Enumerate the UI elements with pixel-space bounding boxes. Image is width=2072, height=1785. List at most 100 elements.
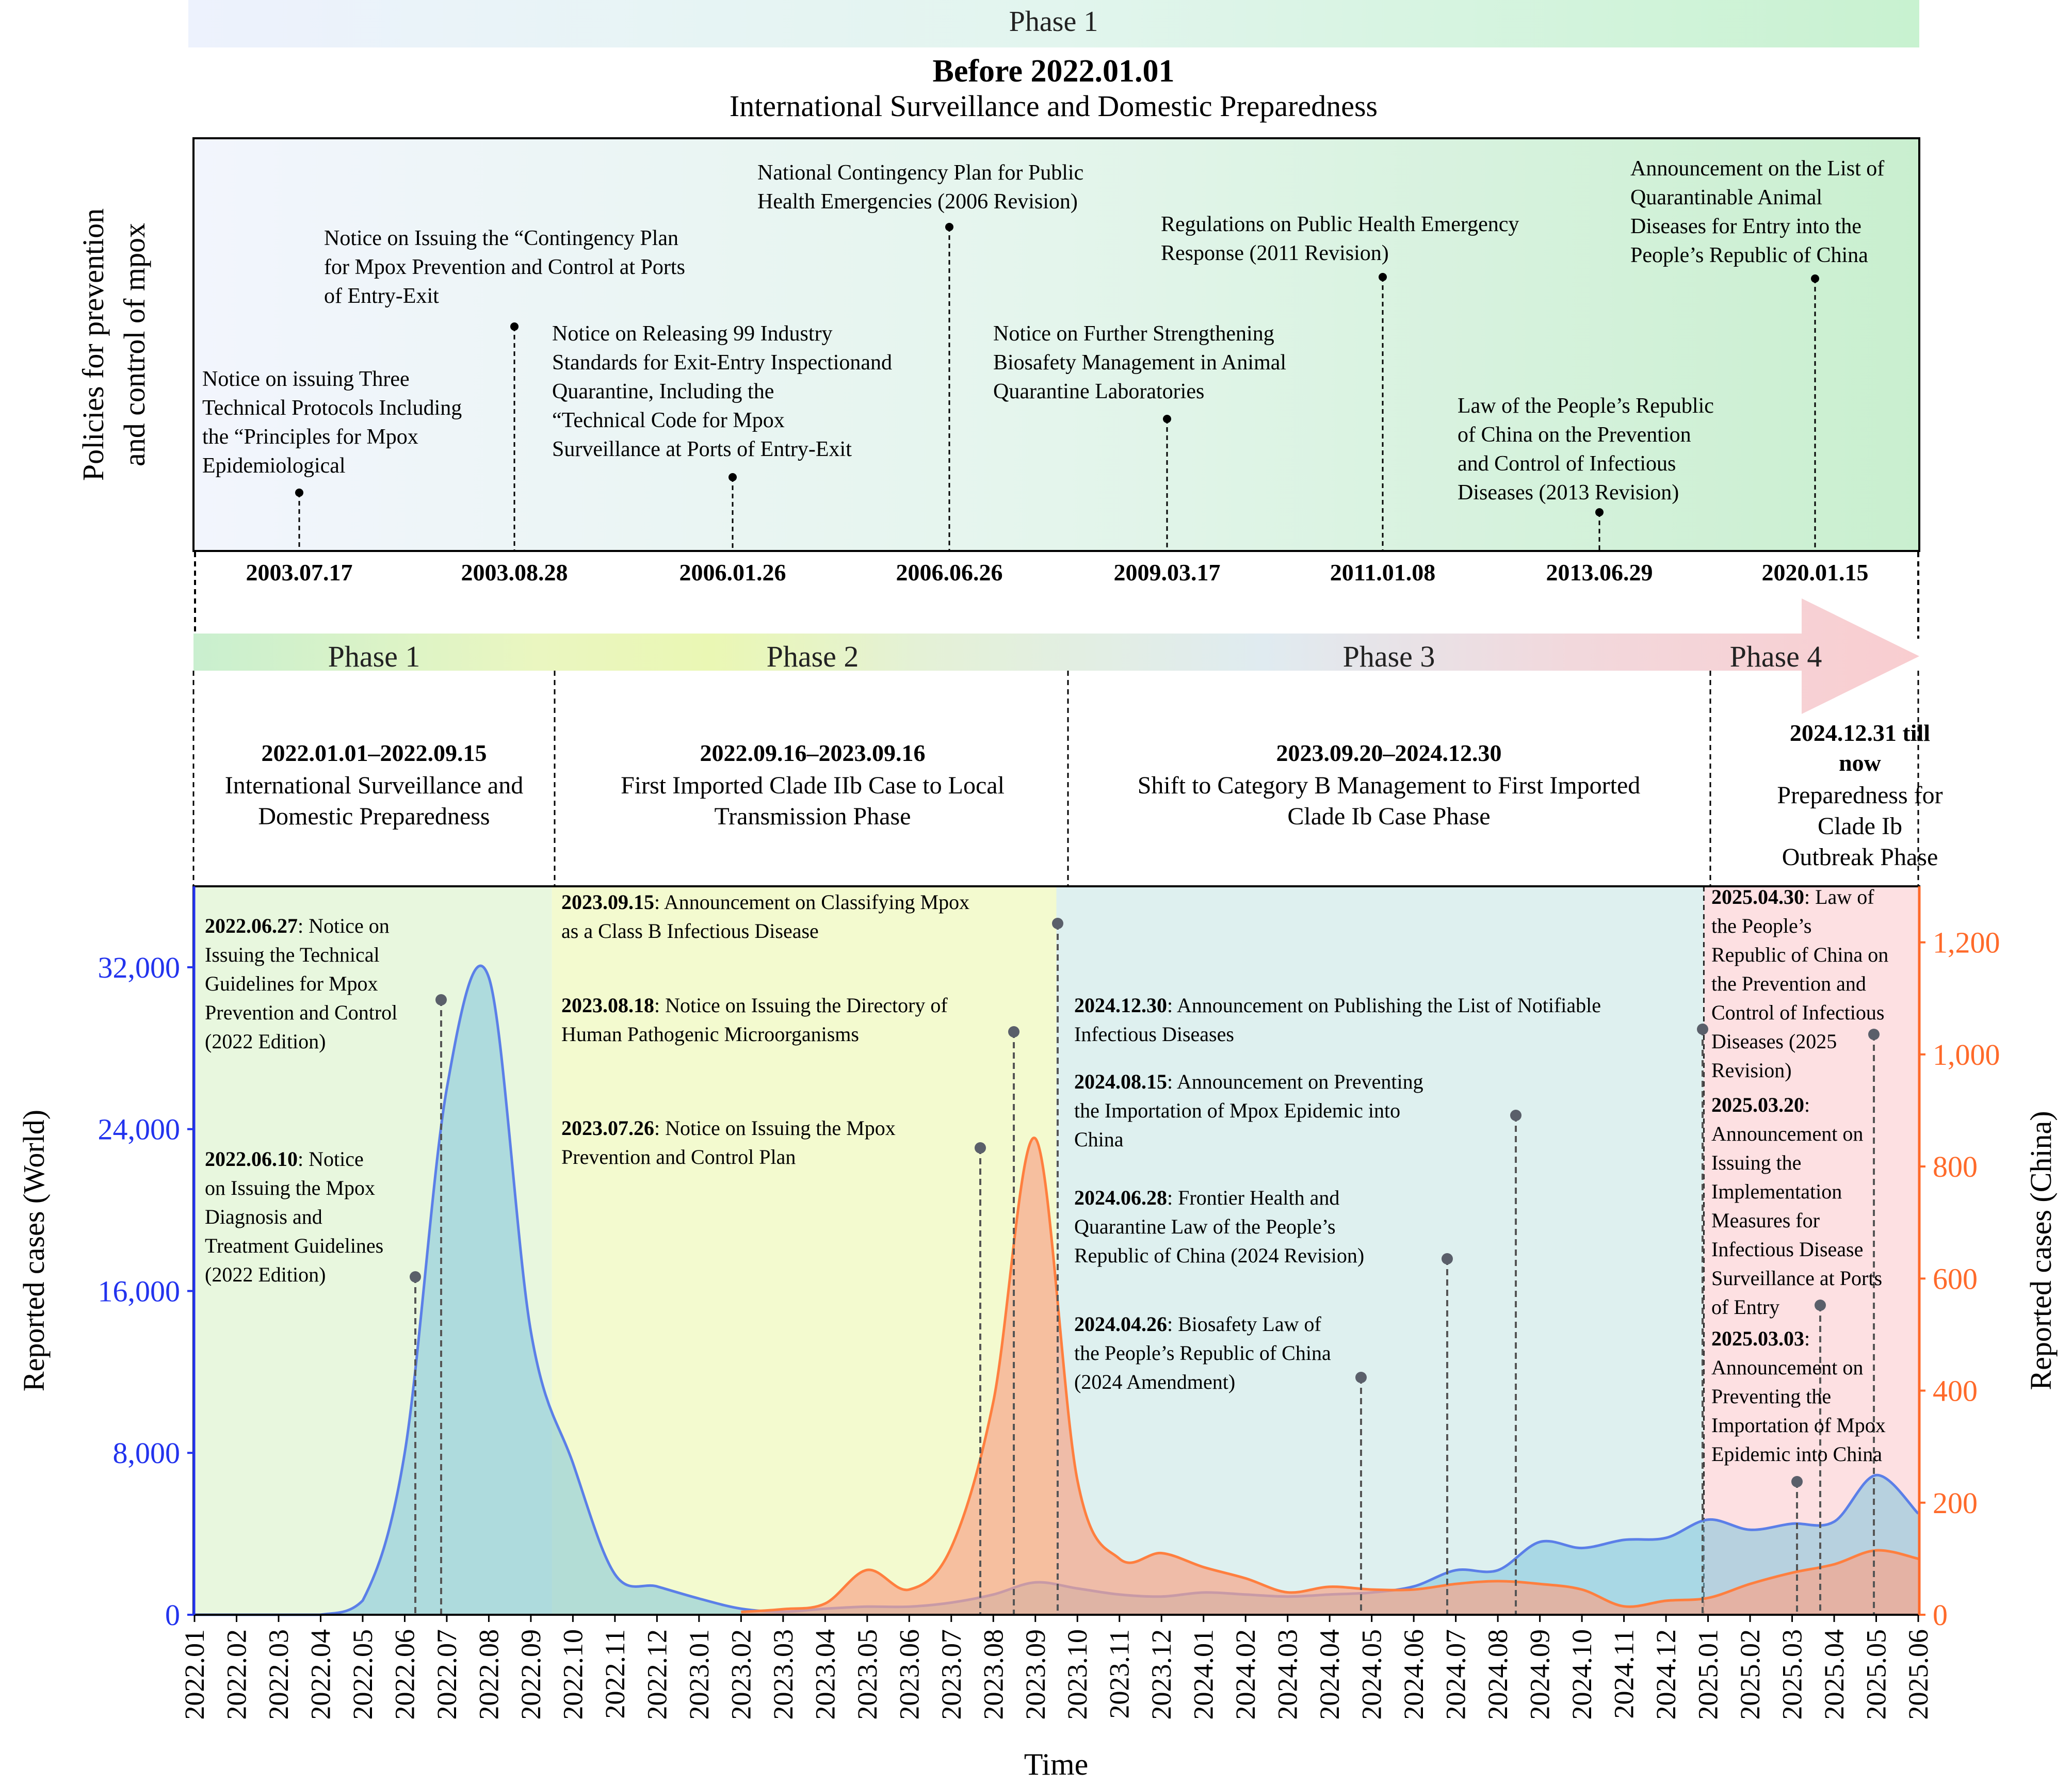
annotation-line: : — [1804, 1327, 1810, 1350]
right-tick-label: 1,200 — [1933, 926, 2000, 960]
annotation-line: : — [1804, 1093, 1810, 1116]
chart-annotations: 2022.06.27: Notice on Issuing the Technic… — [205, 885, 1888, 1615]
policy-text-line: Law of the People’s Republic — [1458, 394, 1714, 418]
x-tick-label: 2024.03 — [1272, 1629, 1303, 1720]
policy-text-line: Notice on Releasing 99 Industry — [552, 322, 833, 346]
right-tick-label: 200 — [1933, 1486, 1978, 1520]
left-tick-label: 0 — [165, 1598, 180, 1632]
annotation-line: Infectious Disease — [1711, 1238, 1863, 1261]
right-tick-label: 400 — [1933, 1374, 1978, 1408]
data-point — [1539, 1583, 1541, 1585]
annotation-text: 2022.06.10: Notice on Issuing the Mpox Dia… — [205, 1147, 383, 1286]
annotation-line: Treatment Guidelines — [205, 1234, 383, 1257]
annotation-date: 2025.03.20 — [1711, 1093, 1804, 1116]
data-point — [1875, 1474, 1877, 1476]
policy-date: 2011.01.08 — [1330, 559, 1435, 586]
chart-series-layer — [195, 964, 1919, 1616]
x-tick-label: 2022.12 — [641, 1629, 672, 1720]
policy-dot — [295, 489, 303, 497]
annotation-line: Diseases (2025 — [1711, 1030, 1837, 1053]
annotation-line: : Notice on Issuing the Mpox — [654, 1116, 896, 1140]
x-tick-label: 2024.04 — [1314, 1629, 1345, 1720]
chart-annotation: 2024.06.28: Frontier Health and Quarantin… — [1074, 1186, 1453, 1615]
annotation-line: Preventing the — [1711, 1385, 1831, 1408]
policy-text-line: for Mpox Prevention and Control at Ports — [324, 255, 685, 279]
bg-phase-3 — [1056, 886, 1704, 1615]
data-point — [1119, 1557, 1121, 1560]
x-tick-label: 2025.02 — [1735, 1629, 1766, 1720]
annotation-line: the Prevention and — [1711, 972, 1866, 995]
policy-ylabel-line1: Policies for prevention — [76, 208, 110, 481]
annotation-line: : Announcement on Preventing — [1167, 1070, 1423, 1093]
phase-label: Phase 1 — [328, 640, 420, 673]
policy-text-line: Notice on Issuing the “Contingency Plan — [324, 226, 678, 250]
phase-label: Phase 4 — [1730, 640, 1822, 673]
annotation-dot — [1510, 1110, 1521, 1121]
top-subtitle: International Surveillance and Domestic … — [730, 89, 1378, 123]
top-phase-label: Phase 1 — [1009, 6, 1098, 38]
x-tick-label: 2022.06 — [389, 1629, 420, 1720]
annotation-line: Control of Infectious — [1711, 1001, 1885, 1024]
policy-text-line: of Entry-Exit — [324, 284, 439, 308]
x-tick-label: 2023.07 — [936, 1629, 967, 1720]
annotation-text: 2024.08.15: Announcement on Preventing th… — [1074, 1070, 1423, 1151]
x-tick-label: 2023.08 — [978, 1629, 1009, 1720]
x-axis-title: Time — [1024, 1747, 1089, 1781]
policy-text-line: Notice on Further Strengthening — [993, 322, 1274, 346]
annotation-dot — [1052, 918, 1063, 929]
annotation-line: Importation of Mpox — [1711, 1414, 1886, 1437]
x-tick-label: 2023.04 — [810, 1629, 840, 1720]
data-point — [530, 1330, 532, 1333]
policy-date: 2013.06.29 — [1546, 559, 1653, 586]
data-point — [362, 1600, 364, 1602]
right-ylabel: Reported cases (China) — [2024, 1111, 2058, 1390]
x-tick-label: 2023.10 — [1062, 1629, 1093, 1720]
x-tick-label: 2024.12 — [1650, 1629, 1681, 1720]
annotation-line: Issuing the Technical — [205, 943, 380, 966]
data-point — [782, 1608, 784, 1610]
annotation-line: Guidelines for Mpox — [205, 972, 378, 995]
policy-text-line: Quarantine Laboratories — [993, 380, 1204, 403]
annotation-date: 2024.06.28 — [1074, 1186, 1167, 1209]
data-point — [1623, 1605, 1625, 1608]
x-tick-label: 2023.09 — [1020, 1629, 1051, 1720]
phase-desc: Clade Ib Case Phase — [1287, 803, 1490, 830]
policy-text-line: Epidemiological — [202, 454, 346, 478]
top-title: Before 2022.01.01 — [933, 54, 1175, 89]
left-ylabel-text: Reported cases (World) — [17, 1110, 51, 1391]
data-point — [1833, 1521, 1835, 1523]
annotation-line: as a Class B Infectious Disease — [561, 919, 819, 943]
series-area — [195, 966, 1918, 1615]
policy-date: 2003.08.28 — [461, 559, 568, 586]
annotation-date: 2024.04.26 — [1074, 1312, 1167, 1336]
annotation-line: Quarantine Law of the People’s — [1074, 1215, 1336, 1238]
phase-dates: 2024.12.31 till — [1790, 720, 1930, 746]
data-point — [656, 1585, 658, 1587]
data-point — [1581, 1547, 1583, 1549]
annotation-line: of Entry — [1711, 1295, 1779, 1319]
x-tick-label: 2025.05 — [1861, 1629, 1892, 1720]
x-tick-label: 2022.10 — [557, 1629, 588, 1720]
chart-annotation: 2023.08.18: Notice on Issuing the Direct… — [561, 994, 1019, 1615]
policy-text-line: Surveillance at Ports of Entry-Exit — [552, 437, 852, 461]
right-tick-label: 600 — [1933, 1262, 1978, 1295]
x-tick-label: 2022.03 — [263, 1629, 294, 1720]
annotation-date: 2025.03.03 — [1711, 1327, 1804, 1350]
annotation-text: 2025.03.03: Announcement on Preventing the… — [1711, 1327, 1886, 1466]
data-point — [1665, 1537, 1667, 1539]
chart-annotation: 2025.04.30: Law of the People’s Republic o… — [1711, 885, 1888, 1615]
annotation-dot — [1442, 1253, 1453, 1264]
policy-text-line: of China on the Prevention — [1458, 423, 1691, 447]
x-tick-label: 2023.06 — [894, 1629, 925, 1720]
policy-item: 2006.01.26 Notice on Releasing 99 Industr… — [552, 322, 892, 586]
annotation-dot — [1697, 1024, 1708, 1035]
phase-block: Phase 2 2022.09.16–2023.09.16 First Import… — [621, 640, 1005, 830]
annotation-line: Revision) — [1711, 1059, 1792, 1082]
phase-layer: Phase 1 2022.01.01–2022.09.15 Internationa… — [192, 640, 1943, 886]
annotation-text: 2024.06.28: Frontier Health and Quarantin… — [1074, 1186, 1364, 1267]
data-point — [446, 1088, 448, 1090]
x-tick-label: 2025.04 — [1819, 1629, 1850, 1720]
annotation-date: 2022.06.10 — [205, 1147, 298, 1171]
data-point — [824, 1602, 826, 1604]
data-point — [698, 1598, 700, 1600]
